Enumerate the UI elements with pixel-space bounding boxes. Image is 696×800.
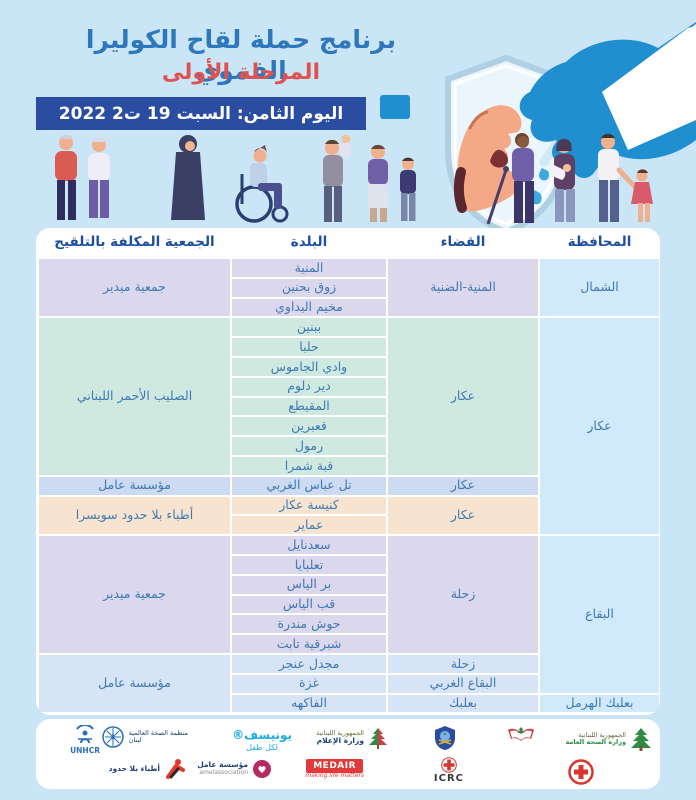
partner-logos-footer: الجمهورية اللبنانية وزارة الصحة العامة ال…: [36, 719, 660, 789]
table-cell-town: تعلبايا: [232, 555, 386, 574]
table-cell-town: تل عباس الغربي: [232, 476, 386, 495]
table-cell-governorate: البقاع: [540, 536, 659, 693]
msf-figure-icon: [166, 759, 185, 779]
msf-logo: أطباء بلا حدود: [109, 757, 186, 779]
girl-dress-shape: [631, 182, 653, 204]
lebanese-red-cross-logo: [568, 759, 594, 785]
elderly-man-figure: [55, 134, 77, 220]
table-cell-town: الفاكهه: [232, 694, 386, 713]
table-cell-governorate: الشمال: [540, 259, 659, 317]
cane-shape: [486, 169, 508, 225]
table-cell-town: قعبرين: [232, 417, 386, 436]
table-cell-town: زوق بحنين: [232, 278, 386, 297]
table-cell-org: الصليب الأحمر اللبناني: [39, 318, 230, 475]
table-cell-town: شبرقية تابت: [232, 635, 386, 653]
cuff-shape: [380, 95, 410, 119]
table-cell-town: رمول: [232, 437, 386, 455]
table-cell-town: حوش مندرة: [232, 615, 386, 634]
table-cell-district: عكار: [388, 496, 538, 535]
table-header-cell: الجمعية المكلفة بالتلقيح: [39, 229, 230, 257]
table-cell-district: البقاع الغربي: [388, 674, 538, 693]
man-with-child-figure: [323, 134, 351, 222]
table-cell-org: جمعية ميدير: [39, 536, 230, 653]
table-cell-town: المنية: [232, 259, 386, 277]
table-header-cell: القضاء: [388, 229, 538, 257]
medair-logo: MEDAIR making life matters: [305, 759, 364, 780]
unhcr-logo: UNHCR: [70, 725, 100, 756]
table-cell-district: عكار: [388, 476, 538, 495]
information-ministry-logo: الجمهورية اللبنانية وزارة الإعلام: [316, 727, 388, 749]
table-cell-district: زحلة: [388, 536, 538, 653]
face-profile-illustration: [453, 105, 522, 213]
table-cell-org: أطباء بلا حدود سويسرا: [39, 496, 230, 535]
campaign-title: برنامج حملة لقاح الكوليرا الفموي: [85, 25, 397, 86]
table-cell-town: كنيسة عكار: [232, 496, 386, 515]
table-header-cell: البلدة: [232, 229, 386, 257]
table-cell-org: جمعية ميدير: [39, 259, 230, 317]
table-cell-town: قبة شمرا: [232, 456, 386, 475]
table-cell-town: ببنين: [232, 318, 386, 337]
unhcr-emblem-icon: [76, 725, 94, 744]
table-cell-town: بر الياس: [232, 575, 386, 594]
table-cell-town: سعدنايل: [232, 536, 386, 554]
table-cell-town: مجدل عنجر: [232, 654, 386, 673]
table-cell-town: دير دلوم: [232, 377, 386, 396]
table-header-cell: المحافظة: [540, 229, 659, 257]
who-logo: منظمة الصحة العالمية لبنان: [101, 725, 188, 749]
table-cell-town: عماير: [232, 516, 386, 535]
table-cell-district: زحلة: [388, 654, 538, 673]
table-cell-town: حلبا: [232, 338, 386, 356]
date-banner: اليوم الثامن: السبت 19 ت2 2022: [36, 97, 366, 130]
man-with-girl-figure: [598, 133, 653, 222]
table-cell-town: مخيم البداوي: [232, 298, 386, 317]
interior-ministry-shield-logo: [434, 725, 456, 751]
education-ministry-logo: [506, 725, 536, 749]
open-book-cedar-icon: [508, 727, 534, 741]
wheelchair-user-figure: [235, 145, 289, 223]
amel-association-logo: مؤسسة عامل amelassociation: [197, 759, 272, 779]
table-cell-org: مؤسسة عامل: [39, 476, 230, 495]
elderly-woman-figure: [88, 137, 110, 218]
table-cell-governorate: عكار: [540, 318, 659, 535]
table-cell-governorate: بعلبك الهرمل: [540, 694, 659, 713]
moph-logo: الجمهورية اللبنانية وزارة الصحة العامة: [565, 727, 652, 751]
table-cell-district: بعلبك: [388, 694, 538, 713]
red-cross-circle-icon: [568, 759, 594, 785]
cedar-icon: [369, 728, 387, 749]
vaccination-table: المحافظة القضاء البلدة الجمعية المكلفة بالت…: [36, 228, 660, 713]
shield-emblem-icon: [435, 726, 455, 750]
table-cell-district: عكار: [388, 318, 538, 475]
cedar-icon: [631, 728, 651, 751]
people-queue-illustration: [55, 133, 653, 225]
table-cell-town: غزة: [232, 674, 386, 693]
woman-with-boy-figure: [368, 144, 416, 222]
table-cell-town: المقيطع: [232, 397, 386, 416]
amel-circle-icon: [253, 760, 271, 778]
phase-subtitle: المرحلة الأولى: [161, 60, 321, 85]
icrc-logo: ICRC: [434, 757, 464, 785]
red-cross-icon: [441, 757, 457, 773]
woman-with-baby-figure: [552, 138, 575, 222]
table-cell-org: مؤسسة عامل: [39, 654, 230, 713]
unicef-logo: يونيسف® لكل طفل: [232, 728, 292, 752]
blind-man-with-cane-figure: [486, 133, 534, 225]
table-cell-town: وادي الجاموس: [232, 357, 386, 376]
table-cell-town: قب الياس: [232, 595, 386, 614]
hijab-woman-figure: [171, 135, 205, 220]
vaccination-table-card: المحافظة القضاء البلدة الجمعية المكلفة بالت…: [36, 228, 660, 715]
table-cell-district: المنية-الضنية: [388, 259, 538, 317]
who-emblem-icon: [101, 726, 124, 748]
baby-shape: [552, 164, 566, 180]
